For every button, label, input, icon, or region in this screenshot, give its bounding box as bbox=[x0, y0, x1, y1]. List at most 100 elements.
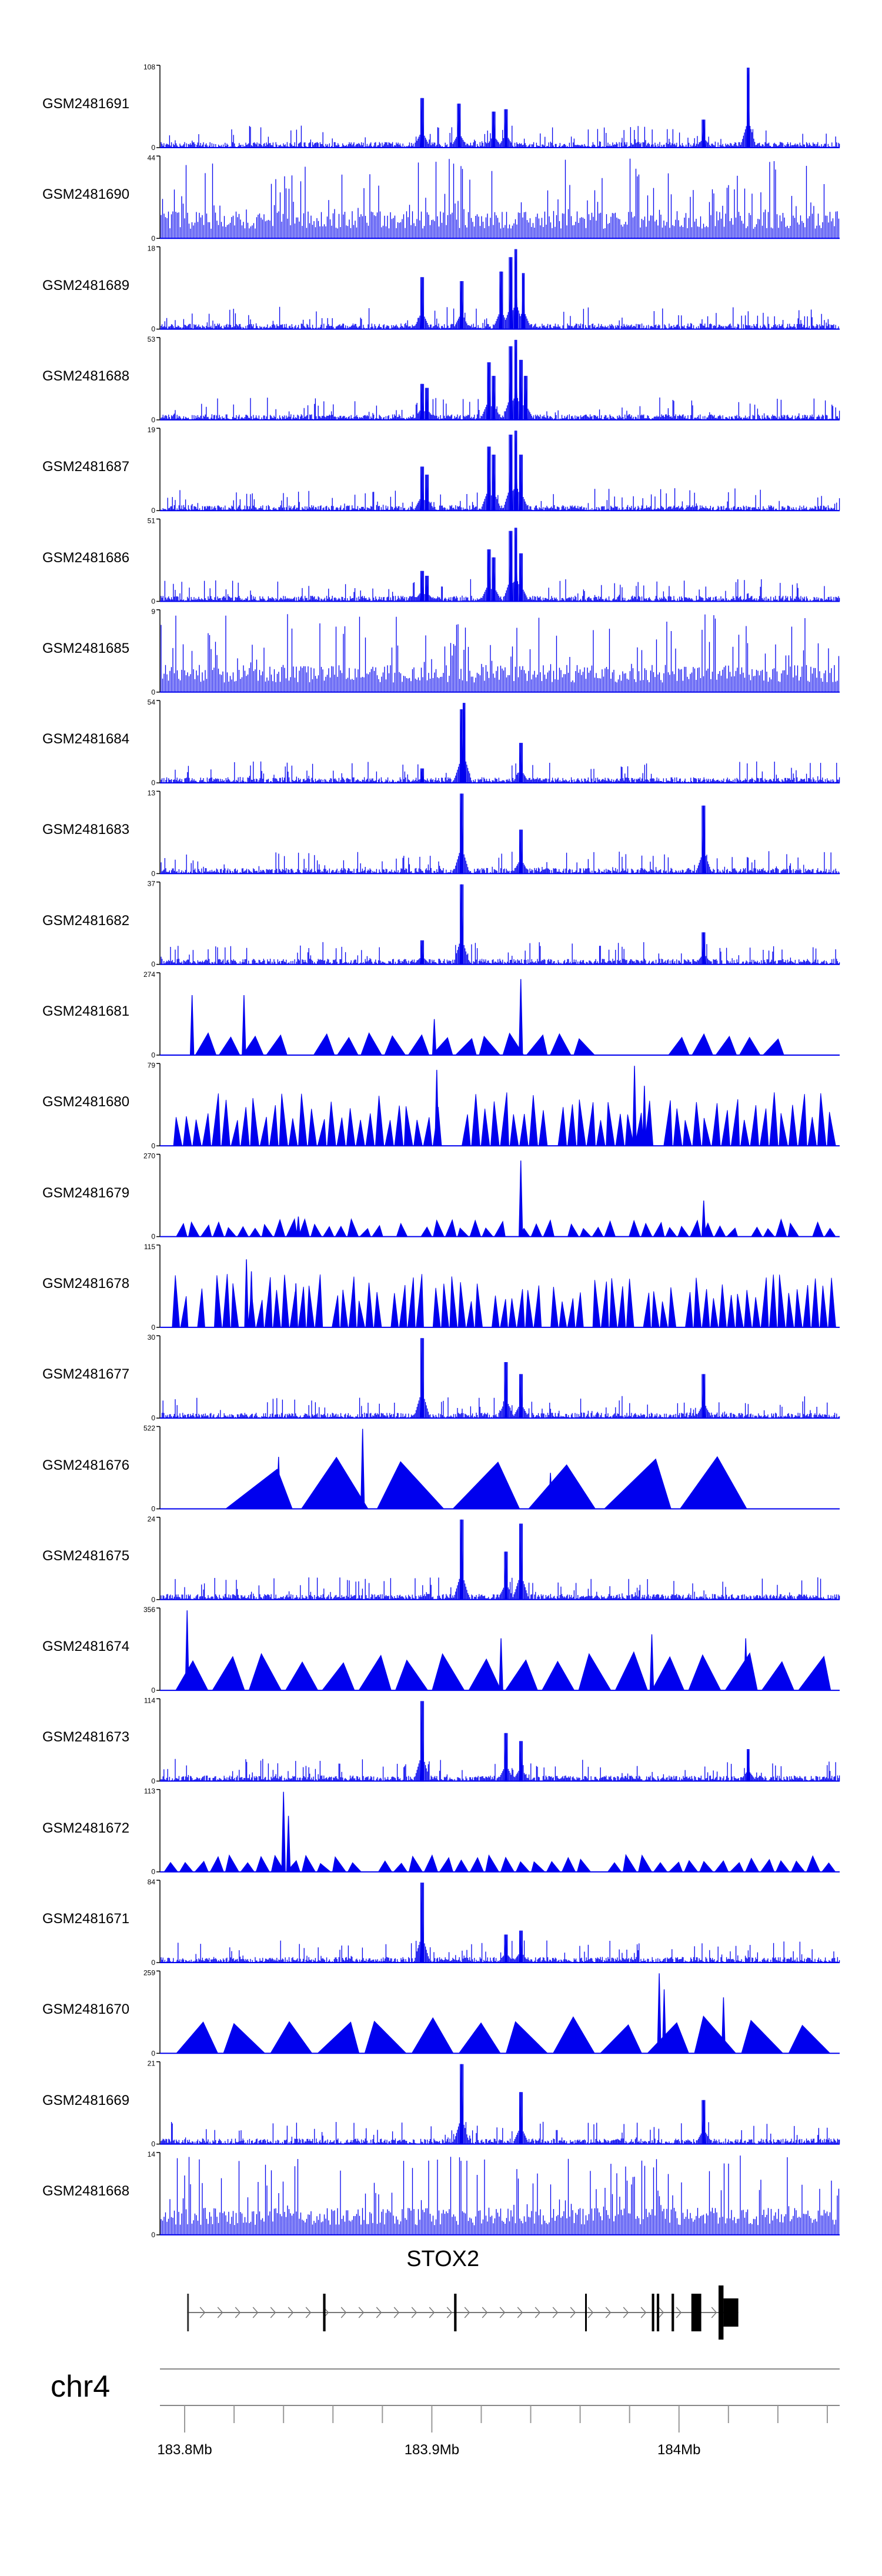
track-GSM2481688: 53 0 bbox=[148, 335, 840, 424]
signal-block bbox=[230, 1283, 239, 1328]
signal-block bbox=[762, 1038, 784, 1056]
signal-block bbox=[819, 1286, 828, 1328]
coverage-signal bbox=[161, 1883, 840, 1963]
signal-block bbox=[479, 1035, 501, 1056]
signal-block bbox=[777, 1274, 786, 1328]
signal-block bbox=[668, 1287, 677, 1328]
signal-peak bbox=[286, 1816, 291, 1873]
y-zero-label: 0 bbox=[151, 1958, 155, 1967]
signal-peak bbox=[420, 1882, 424, 1963]
signal-peak bbox=[457, 104, 461, 148]
signal-peak bbox=[276, 1457, 281, 1510]
signal-block bbox=[237, 1226, 249, 1237]
signal-block bbox=[643, 1293, 652, 1328]
signal-block bbox=[775, 1218, 787, 1237]
signal-block bbox=[259, 1117, 269, 1146]
signal-block bbox=[420, 1226, 433, 1237]
signal-block bbox=[492, 1295, 500, 1328]
track-GSM2481681: 274 0 bbox=[143, 970, 840, 1059]
signal-block bbox=[360, 1032, 383, 1056]
y-zero-label: 0 bbox=[151, 506, 155, 515]
track-GSM2481687: 19 0 bbox=[148, 426, 840, 515]
signal-block bbox=[791, 1860, 806, 1873]
y-max-label: 13 bbox=[148, 789, 156, 797]
signal-block bbox=[399, 1284, 407, 1328]
signal-peak bbox=[721, 1997, 726, 2054]
y-max-label: 30 bbox=[148, 1333, 156, 1342]
signal-block bbox=[458, 2022, 501, 2054]
signal-peak bbox=[492, 111, 496, 148]
signal-block bbox=[779, 1113, 789, 1146]
strand-arrow bbox=[217, 2307, 223, 2318]
signal-block bbox=[701, 1289, 710, 1328]
signal-block bbox=[505, 2021, 549, 2054]
signal-block bbox=[557, 1107, 567, 1146]
signal-block bbox=[212, 1221, 225, 1237]
signal-peak bbox=[420, 466, 424, 511]
signal-peak bbox=[509, 346, 513, 421]
signal-block bbox=[255, 1856, 270, 1873]
signal-block bbox=[741, 2020, 784, 2054]
strand-arrow bbox=[358, 2307, 365, 2318]
y-zero-label: 0 bbox=[151, 2231, 155, 2239]
y-zero-label: 0 bbox=[151, 1414, 155, 1422]
signal-block bbox=[298, 1093, 308, 1146]
signal-block bbox=[432, 1287, 441, 1328]
y-max-label: 21 bbox=[148, 2060, 156, 2068]
signal-block bbox=[332, 1856, 347, 1873]
signal-block bbox=[407, 1277, 416, 1328]
signal-peak bbox=[486, 446, 491, 511]
signal-block bbox=[225, 1469, 293, 1509]
signal-block bbox=[395, 1659, 429, 1691]
signal-peak bbox=[244, 1259, 249, 1328]
signal-peak bbox=[519, 553, 523, 602]
signal-block bbox=[646, 2022, 690, 2054]
signal-block bbox=[221, 1099, 230, 1146]
signal-block bbox=[364, 2020, 407, 2054]
coverage-signal bbox=[161, 68, 840, 148]
signal-block bbox=[690, 1219, 701, 1237]
signal-block bbox=[604, 1220, 616, 1237]
y-max-label: 113 bbox=[144, 1787, 155, 1796]
signal-block bbox=[665, 1227, 677, 1237]
signal-peak bbox=[701, 119, 706, 148]
signal-peak bbox=[486, 362, 491, 421]
signal-block bbox=[579, 1227, 592, 1237]
signal-block bbox=[346, 1108, 356, 1146]
signal-block bbox=[240, 1107, 250, 1146]
signal-block bbox=[413, 1120, 423, 1146]
track-GSM2481690: 44 0 bbox=[148, 154, 840, 242]
y-zero-label: 0 bbox=[151, 1596, 155, 1604]
signal-block bbox=[651, 1656, 685, 1691]
gene-exon bbox=[691, 2294, 701, 2331]
signal-block bbox=[559, 1301, 567, 1328]
signal-block bbox=[701, 1117, 711, 1146]
signal-block bbox=[394, 1105, 404, 1146]
signal-block bbox=[603, 1458, 671, 1509]
strand-arrow bbox=[552, 2307, 559, 2318]
track-GSM2481682: 37 0 bbox=[148, 880, 840, 969]
signal-block bbox=[677, 1226, 690, 1237]
strand-arrow bbox=[499, 2307, 506, 2318]
signal-block bbox=[197, 1288, 205, 1328]
signal-block bbox=[225, 1227, 237, 1237]
strand-arrow bbox=[393, 2307, 400, 2318]
signal-peak bbox=[519, 829, 523, 875]
signal-block bbox=[270, 1854, 286, 1873]
signal-block bbox=[567, 1223, 579, 1237]
signal-peak bbox=[519, 359, 523, 421]
strand-arrow bbox=[605, 2307, 612, 2318]
signal-block bbox=[500, 1299, 508, 1328]
signal-block bbox=[163, 1861, 179, 1873]
strand-arrow bbox=[199, 2307, 206, 2318]
y-max-label: 522 bbox=[143, 1424, 155, 1433]
signal-block bbox=[301, 1854, 316, 1873]
signal-block bbox=[223, 2023, 266, 2054]
signal-peak bbox=[360, 1429, 365, 1510]
signal-block bbox=[423, 1117, 433, 1146]
signal-block bbox=[721, 1110, 730, 1146]
signal-block bbox=[407, 1034, 430, 1056]
signal-block bbox=[182, 1116, 192, 1146]
signal-block bbox=[668, 1861, 683, 1873]
signal-block bbox=[600, 1281, 609, 1328]
